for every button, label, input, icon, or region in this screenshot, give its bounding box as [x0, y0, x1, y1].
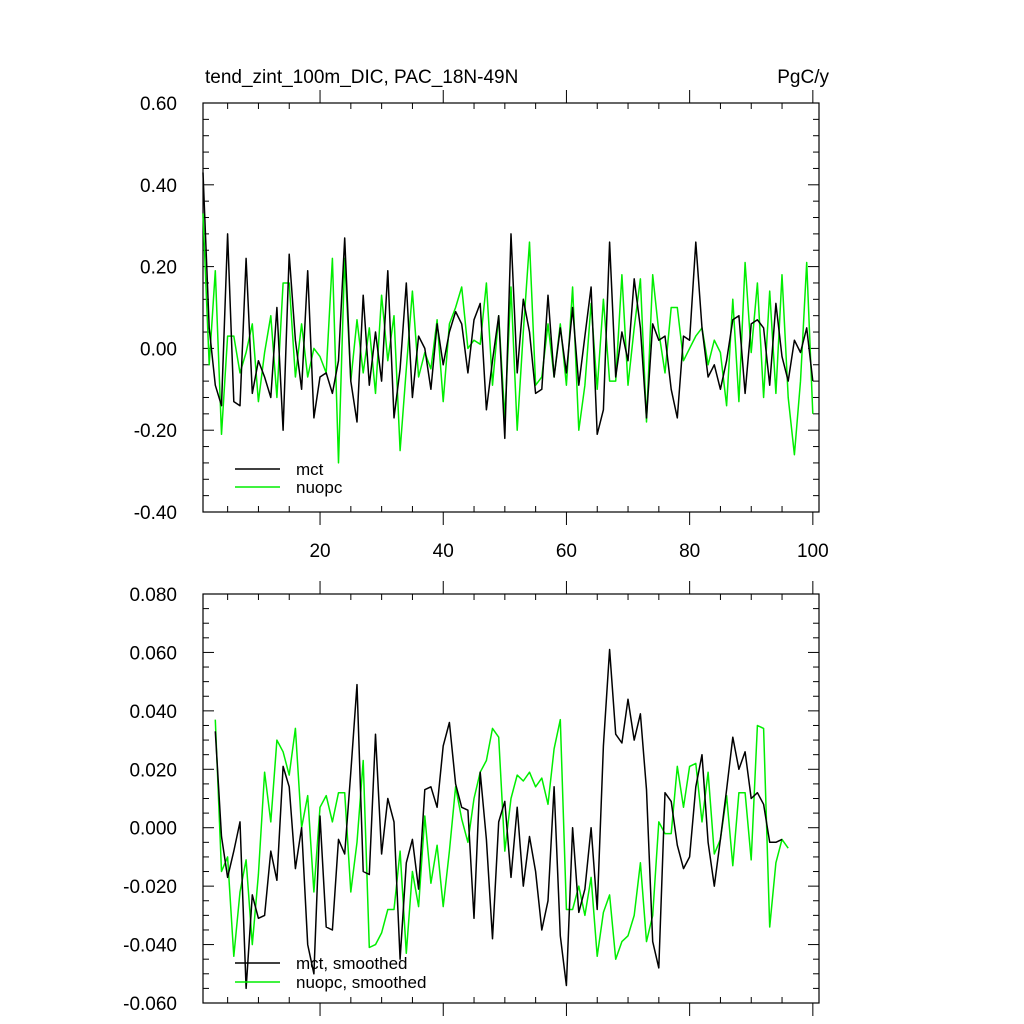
x-tick-label: 80 [679, 541, 700, 562]
legend-label: mct [296, 460, 324, 479]
y-tick-label: -0.020 [123, 877, 177, 898]
x-tick-label: 20 [309, 541, 330, 562]
series-line-mct [202, 172, 814, 440]
y-tick-label: 0.40 [140, 176, 177, 197]
y-tick-label: 0.020 [129, 760, 177, 781]
legend-label: mct, smoothed [296, 954, 408, 973]
x-tick-label: 100 [797, 541, 829, 562]
y-tick-label: 0.060 [129, 643, 177, 664]
units-label: PgC/y [777, 67, 829, 88]
legend-label: nuopc [296, 478, 343, 497]
y-tick-label: 0.040 [129, 702, 177, 723]
y-tick-label: 0.00 [140, 339, 177, 360]
y-tick-label: 0.080 [129, 585, 177, 606]
plot-frame [202, 102, 820, 513]
y-tick-label: 0.000 [129, 819, 177, 840]
y-tick-label: -0.040 [123, 936, 177, 957]
y-tick-label: -0.40 [134, 503, 177, 524]
legend-label: nuopc, smoothed [296, 973, 426, 992]
y-tick-label: -0.20 [134, 421, 177, 442]
series-line-mct-smoothed [214, 648, 783, 990]
y-tick-label: 0.60 [140, 94, 177, 115]
y-tick-label: -0.060 [123, 994, 177, 1015]
bottom-chart: -0.060 -0.040 -0.020 0.000 0.020 0.040 0.060 0.… [123, 581, 820, 1016]
top-chart: tend_zint_100m_DIC, PAC_18N-49N PgC/y -0.4… [134, 67, 830, 562]
chart-title: tend_zint_100m_DIC, PAC_18N-49N [205, 67, 518, 88]
x-tick-label: 40 [433, 541, 454, 562]
series-line-nuopc-smoothed [214, 718, 789, 960]
x-tick-label: 60 [556, 541, 577, 562]
y-tick-label: 0.20 [140, 258, 177, 279]
